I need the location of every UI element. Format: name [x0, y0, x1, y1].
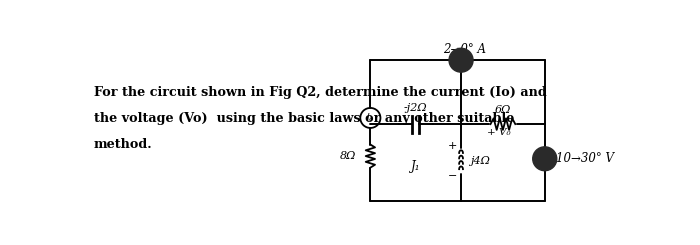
Text: J₁: J₁: [411, 160, 421, 173]
Circle shape: [449, 48, 473, 72]
Text: For the circuit shown in Fig Q2, determine the current (Io) and: For the circuit shown in Fig Q2, determi…: [94, 86, 547, 98]
Text: the voltage (Vo)  using the basic laws or any other suitable: the voltage (Vo) using the basic laws or…: [94, 112, 514, 125]
Text: method.: method.: [94, 138, 153, 151]
Text: -j2Ω: -j2Ω: [404, 103, 428, 113]
Text: −: −: [448, 171, 457, 181]
Text: $I_o$: $I_o$: [366, 112, 375, 124]
Circle shape: [533, 147, 557, 171]
Text: 2→0° A: 2→0° A: [442, 43, 486, 56]
Text: 6Ω: 6Ω: [495, 105, 511, 115]
Text: j4Ω: j4Ω: [470, 156, 490, 166]
Text: + V₀: + V₀: [487, 128, 511, 137]
Text: +: +: [448, 141, 457, 151]
Text: 8Ω: 8Ω: [340, 151, 356, 161]
Text: 10→30° V: 10→30° V: [556, 152, 615, 165]
